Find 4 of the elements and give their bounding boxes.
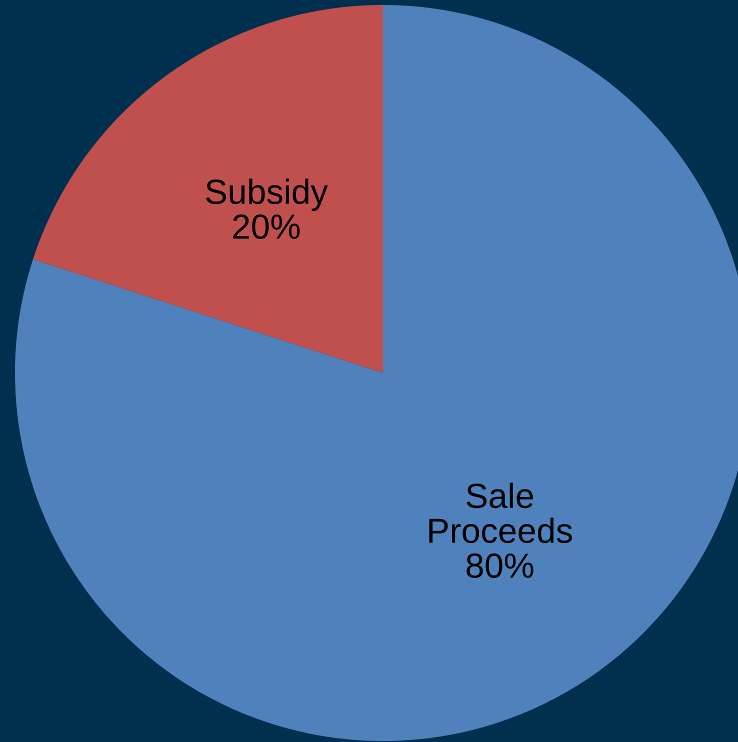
slice-label: Sale Proceeds xyxy=(429,482,572,544)
data-label: 80% xyxy=(466,553,534,578)
slice-label: Subsidy xyxy=(206,178,328,211)
data-label: 20% xyxy=(233,214,300,239)
